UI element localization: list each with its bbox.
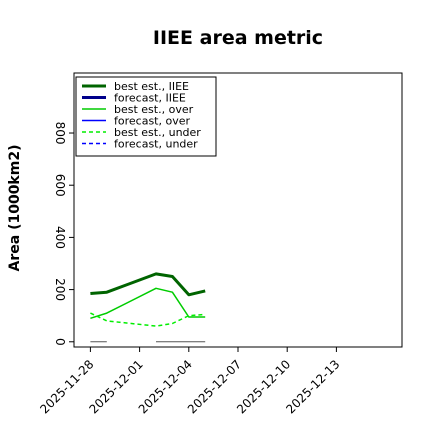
series-line-0 — [90, 272, 206, 297]
series-line-2 — [90, 287, 206, 320]
legend-label-5: forecast, under — [114, 138, 198, 151]
y-tick-label-1: 200 — [53, 278, 67, 301]
y-tick-label-0: 0 — [53, 338, 67, 346]
y-axis-label: Area (1000km2) — [7, 145, 23, 272]
legend-label-1: forecast, IIEE — [114, 92, 186, 105]
legend-label-0: best est., IIEE — [114, 80, 189, 93]
y-tick-label-3: 600 — [53, 174, 67, 197]
y-tick-label-2: 400 — [53, 226, 67, 249]
x-axis: 2025-11-282025-12-012025-12-042025-12-07… — [37, 347, 343, 416]
series-layer — [90, 272, 206, 343]
series-line-4 — [90, 312, 206, 327]
legend-label-4: best est., under — [114, 126, 201, 139]
legend-label-2: best est., over — [114, 103, 194, 116]
legend-label-3: forecast, over — [114, 115, 190, 128]
y-axis: 0 200 400 600 800 — [53, 122, 74, 346]
chart-title: IIEE area metric — [153, 27, 323, 49]
y-tick-label-4: 800 — [53, 122, 67, 145]
